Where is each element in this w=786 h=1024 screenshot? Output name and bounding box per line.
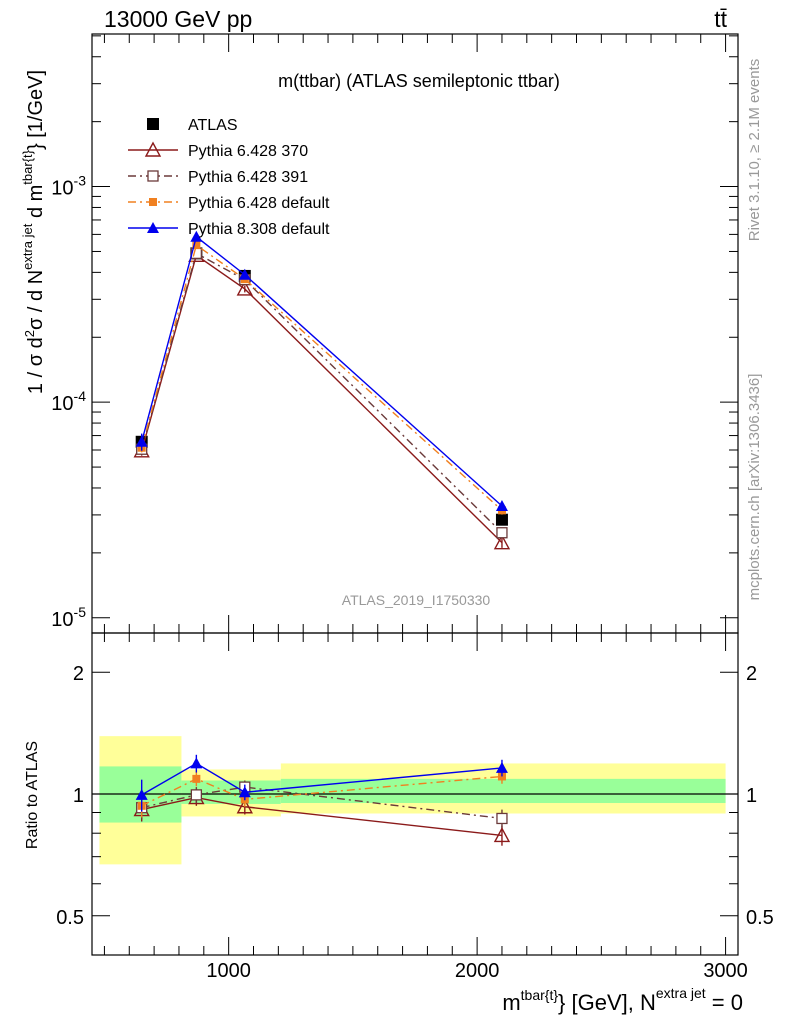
inner-band-1 [181,780,281,804]
ratio-y-tick-label-right: 0.5 [746,907,774,929]
data-point-atlas [495,513,508,526]
series-line-pythia-6-428-default [141,775,503,807]
data-point-pythia-8-308-default [190,757,203,769]
legend-label-pythia-8-308-default: Pythia 8.308 default [188,221,330,238]
rivet-label: Rivet 3.1.10, ≥ 2.1M events [746,59,763,242]
data-point-pythia-6-428-391 [496,812,508,825]
y-tick-label: 10-5 [51,604,86,631]
data-point-pythia-8-308-default [238,786,251,798]
data-point-pythia-6-428-370 [493,826,511,843]
x-tick-label: 1000 [206,960,251,982]
legend-label-pythia-6-428-default: Pythia 6.428 default [188,195,330,212]
bottom-axes: 0.5 0.5 1 1 2 2 1000 2000 3000 [56,632,774,982]
data-point-pythia-6-428-default [192,774,201,783]
series-line-pythia-6-428-370 [141,796,503,837]
inner-band-2 [280,778,726,804]
series-line-pythia-6-428-default [141,243,503,511]
data-point-pythia-8-308-default [495,761,508,773]
legend-label-pythia-6-428-370: Pythia 6.428 370 [188,143,308,160]
data-point-pythia-6-428-391 [190,789,203,801]
data-point-pythia-6-428-370 [493,534,511,550]
legend-marker-pythia-6-428-370 [144,141,162,157]
energy-label: 13000 GeV pp [104,6,252,32]
watermark: ATLAS_2019_I1750330 [342,592,491,608]
x-axis-label: mtbar{t}} [GeV], Nextra jet = 0 [502,985,743,1015]
ratio-y-tick-label: 1 [73,785,84,807]
series-line-pythia-6-428-391 [141,786,503,820]
plot-title: m(ttbar) (ATLAS semileptonic ttbar) [278,71,560,91]
series-line-pythia-6-428-391 [141,252,503,534]
y-tick-label: 10-4 [51,388,86,415]
legend-label-atlas: ATLAS [188,117,238,134]
bottom-y-axis-label: Ratio to ATLAS [24,741,41,849]
series-line-pythia-8-308-default [141,762,503,796]
legend-marker-atlas [147,118,159,130]
top-series [133,230,511,550]
data-point-pythia-8-308-default [495,499,508,511]
mcplots-label: mcplots.cern.ch [arXiv:1306.3436] [746,374,763,601]
data-point-pythia-8-308-default [135,435,148,447]
legend-marker-pythia-8-308-default [147,222,159,233]
data-point-pythia-6-428-370 [236,798,253,814]
process-label: tt̄ [714,6,727,32]
legend: ATLAS Pythia 6.428 370 Pythia 6.428 391 Pyt… [128,117,330,238]
data-point-pythia-6-428-default [192,241,201,250]
series-line-pythia-8-308-default [141,235,503,507]
data-point-pythia-6-428-391 [496,527,508,539]
legend-marker-pythia-6-428-default [149,198,157,206]
ratio-y-tick-label-right: 2 [746,663,757,685]
bottom-series [133,754,511,846]
legend-marker-pythia-6-428-391 [147,170,159,182]
y-tick-label: 10-3 [51,173,86,200]
ratio-y-tick-label: 0.5 [56,907,84,929]
top-y-axis-label: 1 / σ d2σ / d Nextra jet d mtbar{t}} [1/… [20,70,47,394]
data-point-pythia-8-308-default [135,788,148,800]
x-tick-label: 2000 [455,960,500,982]
legend-label-pythia-6-428-391: Pythia 6.428 391 [188,169,308,186]
data-point-pythia-8-308-default [190,230,203,242]
data-point-pythia-8-308-default [238,268,251,280]
data-point-pythia-6-428-370 [236,280,253,296]
series-line-pythia-6-428-370 [141,254,503,544]
top-axes: 10-5 10-4 10-3 [51,33,739,634]
x-tick-label: 3000 [703,960,748,982]
ratio-y-tick-label: 2 [73,663,84,685]
bottom-bands [92,736,738,865]
ratio-y-tick-label-right: 1 [746,785,757,807]
